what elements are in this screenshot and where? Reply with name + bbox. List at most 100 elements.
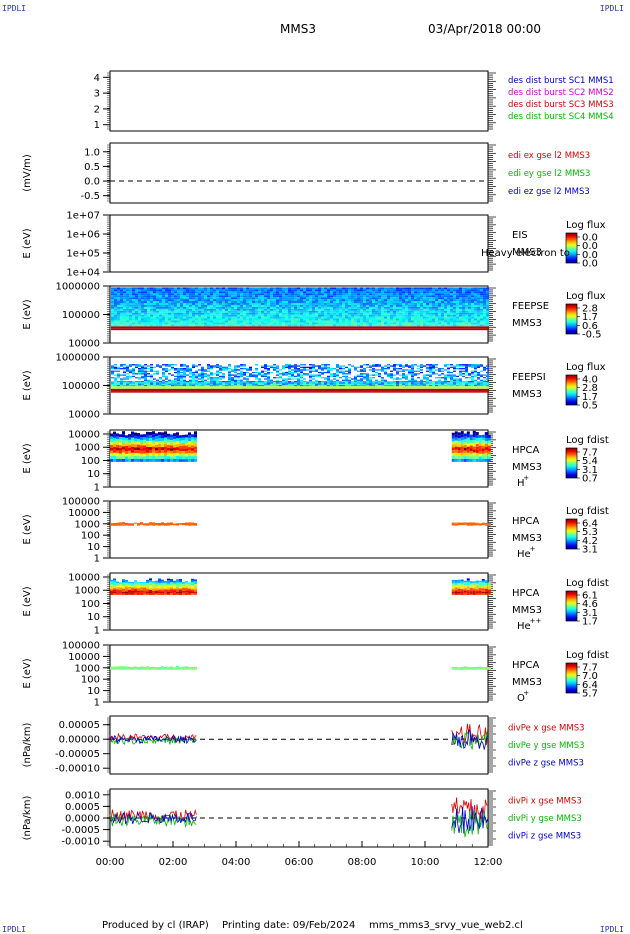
feepse-cell xyxy=(258,302,261,305)
feepse-cell xyxy=(336,301,339,303)
feepse-cell xyxy=(207,326,210,329)
feepsi-cell xyxy=(129,369,132,371)
feepse-cell xyxy=(129,302,132,305)
feepse-cell xyxy=(378,293,381,296)
feepse-cell xyxy=(423,304,426,307)
feepsi-cell xyxy=(237,379,240,381)
feepse-cell xyxy=(210,293,213,296)
feepse-cell xyxy=(204,297,207,300)
feepsi-cell xyxy=(396,370,399,372)
feepsi-cell xyxy=(447,384,450,387)
feepse-cell xyxy=(273,308,276,311)
feepsi-cell xyxy=(153,378,156,380)
feepse-cell xyxy=(147,326,150,329)
feepsi-cell xyxy=(192,388,195,391)
feepsi-cell xyxy=(399,391,402,393)
feepse-cell xyxy=(444,295,447,298)
feepse-cell xyxy=(444,320,447,323)
feepse-cell xyxy=(270,293,273,296)
feepse-cell xyxy=(417,314,420,317)
feepsi-cell xyxy=(126,387,129,389)
feepsi-cell xyxy=(264,391,267,393)
feepse-cell xyxy=(408,302,411,305)
feepse-cell xyxy=(258,320,261,323)
feepsi-cell xyxy=(411,369,414,371)
feepse-cell xyxy=(309,320,312,323)
feepse-cell xyxy=(279,322,282,325)
feepsi-cell xyxy=(411,380,414,383)
feepsi-cell xyxy=(309,384,312,387)
feepsi-cell xyxy=(363,368,366,370)
feepsi-cell xyxy=(405,378,408,380)
feepse-cell xyxy=(132,304,135,307)
feepse-cell xyxy=(306,301,309,303)
feepse-cell xyxy=(393,297,396,300)
feepsi-cell xyxy=(156,386,159,388)
feepsi-cell xyxy=(462,387,465,389)
feepse-cell xyxy=(150,306,153,309)
feepsi-cell xyxy=(321,390,324,392)
feepse-cell xyxy=(219,328,222,331)
feepse-cell xyxy=(135,320,138,323)
feepsi-cell xyxy=(198,384,201,387)
feepse-cell xyxy=(378,295,381,298)
feepsi-cell xyxy=(462,390,465,392)
feepsi-cell xyxy=(429,388,432,391)
feepsi-cell xyxy=(189,391,192,393)
feepse-cell xyxy=(447,306,450,309)
feepsi-cell xyxy=(300,379,303,381)
feepsi-cell xyxy=(213,384,216,387)
feepsi-cell xyxy=(321,369,324,371)
feepse-cell xyxy=(231,287,234,290)
feepse-cell xyxy=(249,318,252,321)
feepse-cell xyxy=(333,287,336,290)
feepse-cell xyxy=(261,302,264,305)
feepsi-cell xyxy=(405,387,408,389)
feepse-cell xyxy=(363,310,366,313)
feepsi-cell xyxy=(180,378,183,380)
eis-colorbar-label: 0.0 xyxy=(582,259,598,270)
feepse-cell xyxy=(183,316,186,319)
feepsi-cell xyxy=(381,386,384,388)
feepse-cell xyxy=(297,310,300,313)
feepse-cell xyxy=(444,299,447,302)
feepse-cell xyxy=(390,291,393,294)
feepse-cell xyxy=(408,287,411,290)
feepsi-cell xyxy=(186,382,189,384)
feepse-cell xyxy=(132,302,135,305)
feepsi-cell xyxy=(336,386,339,388)
feepse-cell xyxy=(252,295,255,298)
feepse-cell xyxy=(219,293,222,296)
feepsi-cell xyxy=(213,383,216,385)
feepsi-cell xyxy=(120,374,123,376)
feepsi-cell xyxy=(285,388,288,391)
feepse-cell xyxy=(291,289,294,292)
feepse-cell xyxy=(141,304,144,307)
feepse-cell xyxy=(381,302,384,305)
feepse-cell xyxy=(243,301,246,303)
feepsi-cell xyxy=(129,380,132,383)
feepse-cell xyxy=(279,295,282,298)
feepse-cell xyxy=(438,287,441,290)
feepse-cell xyxy=(141,314,144,317)
feepse-cell xyxy=(357,318,360,321)
feepsi-cell xyxy=(360,386,363,388)
feepsi-cell xyxy=(282,386,285,388)
feepsi-cell xyxy=(363,375,366,378)
feepse-cell xyxy=(228,299,231,302)
feepse-cell xyxy=(342,295,345,298)
feepse-cell xyxy=(462,302,465,305)
feepsi-cell xyxy=(360,374,363,376)
feepse-cell xyxy=(186,306,189,309)
feepse-cell xyxy=(141,291,144,294)
feepse-cell xyxy=(174,328,177,331)
feepsi-cell xyxy=(318,390,321,392)
feepse-cell xyxy=(294,326,297,329)
feepsi-cell xyxy=(171,390,174,392)
feepse-cell xyxy=(285,306,288,309)
feepse-cell xyxy=(132,326,135,329)
feepsi-cell xyxy=(327,377,330,379)
feepsi-cell xyxy=(267,391,270,393)
feepsi-cell xyxy=(471,382,474,384)
feepse-cell xyxy=(372,322,375,325)
